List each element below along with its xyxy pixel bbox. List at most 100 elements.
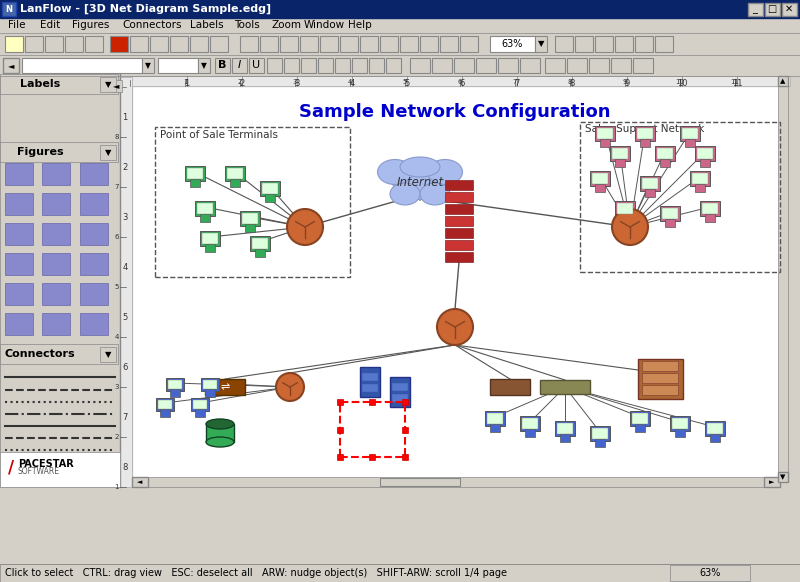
Bar bbox=[369, 58, 384, 73]
Text: 6: 6 bbox=[458, 79, 462, 85]
Bar bbox=[318, 58, 333, 73]
Bar bbox=[778, 76, 788, 86]
Bar bbox=[232, 58, 247, 73]
Text: 7: 7 bbox=[514, 79, 520, 87]
Text: I: I bbox=[238, 61, 241, 70]
Bar bbox=[360, 367, 380, 397]
Bar bbox=[557, 423, 573, 434]
Bar bbox=[132, 477, 780, 487]
Bar bbox=[200, 214, 210, 222]
Bar bbox=[567, 58, 587, 73]
Ellipse shape bbox=[206, 419, 234, 429]
Bar bbox=[615, 36, 633, 52]
Bar bbox=[249, 58, 264, 73]
Bar bbox=[242, 213, 258, 224]
Bar bbox=[5, 283, 33, 305]
Bar bbox=[5, 163, 33, 185]
Bar bbox=[267, 58, 282, 73]
Bar bbox=[440, 36, 458, 52]
Text: File: File bbox=[8, 20, 26, 30]
Bar bbox=[476, 58, 496, 73]
Bar bbox=[110, 36, 128, 52]
Bar bbox=[42, 193, 70, 215]
Bar bbox=[560, 434, 570, 442]
Bar bbox=[748, 3, 763, 16]
Bar bbox=[589, 58, 609, 73]
Bar bbox=[485, 411, 505, 426]
Bar bbox=[187, 168, 203, 179]
Bar bbox=[203, 380, 217, 389]
Bar bbox=[420, 36, 438, 52]
Bar bbox=[700, 159, 710, 167]
Ellipse shape bbox=[400, 157, 440, 177]
Text: U: U bbox=[253, 61, 261, 70]
Bar bbox=[369, 454, 375, 460]
Bar bbox=[540, 380, 590, 394]
Text: 8: 8 bbox=[570, 79, 574, 87]
Ellipse shape bbox=[427, 159, 462, 184]
Bar bbox=[380, 36, 398, 52]
Bar bbox=[657, 148, 673, 159]
Bar bbox=[680, 126, 700, 141]
Bar bbox=[672, 418, 688, 429]
Text: Figures: Figures bbox=[72, 20, 110, 30]
Bar bbox=[352, 58, 367, 73]
Bar bbox=[610, 146, 630, 161]
Bar bbox=[80, 223, 108, 245]
Bar bbox=[665, 219, 675, 227]
Bar bbox=[80, 283, 108, 305]
Text: 6: 6 bbox=[114, 234, 119, 240]
Bar bbox=[0, 142, 118, 162]
Bar bbox=[635, 424, 645, 432]
Bar bbox=[158, 400, 172, 409]
Bar bbox=[705, 421, 725, 436]
Bar bbox=[227, 168, 243, 179]
Bar bbox=[3, 58, 19, 73]
Bar bbox=[42, 283, 70, 305]
Text: 1: 1 bbox=[122, 112, 128, 122]
Bar bbox=[198, 58, 210, 73]
Bar bbox=[100, 145, 116, 160]
Text: 5: 5 bbox=[114, 284, 119, 290]
Bar bbox=[255, 249, 265, 257]
Bar bbox=[660, 206, 680, 221]
Bar bbox=[100, 77, 116, 92]
Bar bbox=[202, 233, 218, 244]
Bar bbox=[265, 194, 275, 202]
Bar bbox=[337, 454, 343, 460]
Text: 4: 4 bbox=[114, 334, 119, 340]
Bar bbox=[525, 429, 535, 437]
Bar bbox=[595, 184, 605, 192]
Bar bbox=[400, 36, 418, 52]
Bar bbox=[2, 2, 16, 16]
Text: 7: 7 bbox=[114, 184, 119, 190]
Bar bbox=[635, 36, 653, 52]
Bar bbox=[690, 171, 710, 186]
Bar bbox=[765, 3, 780, 16]
Text: ⇌: ⇌ bbox=[220, 382, 230, 392]
Bar bbox=[392, 394, 408, 402]
Text: ▼: ▼ bbox=[145, 61, 151, 70]
Text: 4: 4 bbox=[122, 262, 128, 271]
Text: Labels: Labels bbox=[190, 20, 224, 30]
Bar bbox=[132, 477, 148, 487]
Bar bbox=[0, 564, 800, 582]
Bar bbox=[5, 313, 33, 335]
Bar bbox=[155, 127, 350, 277]
Text: ▼: ▼ bbox=[201, 61, 207, 70]
Text: 63%: 63% bbox=[502, 39, 522, 49]
Text: ◄: ◄ bbox=[8, 61, 14, 70]
Bar bbox=[445, 216, 473, 226]
Text: ▼: ▼ bbox=[105, 80, 111, 89]
Ellipse shape bbox=[206, 437, 234, 447]
Bar bbox=[252, 238, 268, 249]
Bar bbox=[5, 253, 33, 275]
Bar bbox=[80, 313, 108, 335]
Text: 4: 4 bbox=[348, 79, 352, 85]
Bar bbox=[670, 416, 690, 431]
Bar bbox=[80, 163, 108, 185]
Bar bbox=[697, 148, 713, 159]
Bar bbox=[0, 72, 120, 487]
Bar bbox=[595, 439, 605, 447]
Text: 3: 3 bbox=[294, 79, 300, 87]
